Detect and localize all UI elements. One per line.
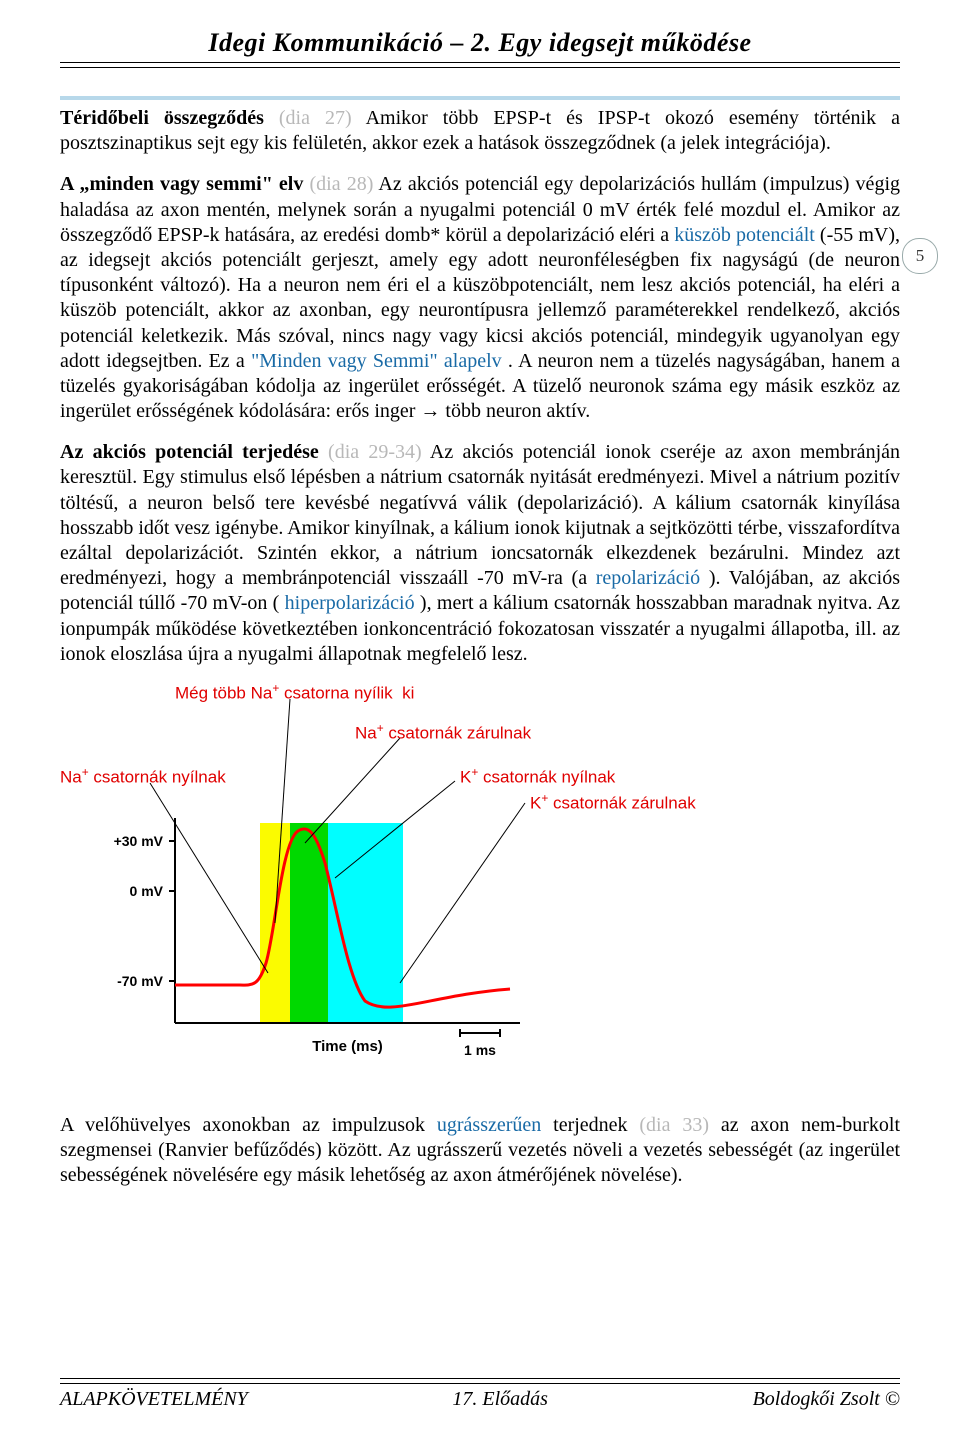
p2-link-allornone: "Minden vagy Semmi" alapelv	[251, 350, 502, 372]
p3-link-hyper: hiperpolarizáció	[285, 592, 415, 614]
p3-link-repol: repolarizáció	[596, 567, 700, 589]
p2-heading: A „minden vagy semmi" elv	[60, 173, 303, 195]
p3-heading: Az akciós potenciál terjedése	[60, 441, 319, 463]
action-potential-graph: Még több Na+ csatorna nyílik ki Na+ csat…	[90, 683, 730, 1083]
label-na-more: Még több Na+ csatorna nyílik ki	[175, 681, 414, 704]
paragraph-2: A „minden vagy semmi" elv (dia 28) Az ak…	[60, 172, 900, 424]
p2-link-threshold: küszöb potenciált	[674, 224, 815, 246]
paragraph-4: A velőhüvelyes axonokban az impulzusok u…	[60, 1113, 900, 1189]
footer-rule	[60, 1378, 900, 1384]
footer-center: 17. Előadás	[452, 1388, 548, 1411]
p1-dia-ref: (dia 27)	[279, 107, 352, 129]
p4-a: A velőhüvelyes axonokban az impulzusok	[60, 1114, 437, 1136]
paragraph-3: Az akciós potenciál terjedése (dia 29-34…	[60, 440, 900, 667]
p2-dia-ref: (dia 28)	[310, 173, 374, 195]
p4-dia-ref: (dia 33)	[639, 1114, 709, 1136]
label-k-open: K+ csatornák nyílnak	[460, 765, 615, 788]
p4-link-saltatory: ugrásszerűen	[437, 1114, 541, 1136]
page-title: Idegi Kommunikáció – 2. Egy idegsejt műk…	[60, 28, 900, 58]
p1-heading: Téridőbeli összegződés	[60, 107, 264, 129]
svg-text:Time (ms): Time (ms)	[312, 1038, 383, 1055]
svg-text:1 ms: 1 ms	[464, 1042, 496, 1058]
p4-b: terjednek	[553, 1114, 639, 1136]
header-rule	[60, 62, 900, 68]
svg-text:0 mV: 0 mV	[130, 883, 164, 899]
page-number-badge: 5	[902, 238, 938, 274]
footer-right: Boldogkői Zsolt ©	[753, 1388, 900, 1411]
label-na-open: Na+ csatornák nyílnak	[60, 765, 226, 788]
p3-dia-ref: (dia 29-34)	[328, 441, 422, 463]
footer-left: ALAPKÖVETELMÉNY	[60, 1388, 248, 1411]
svg-text:-70 mV: -70 mV	[117, 973, 164, 989]
accent-bar	[60, 96, 900, 100]
paragraph-1: Téridőbeli összegződés (dia 27) Amikor t…	[60, 106, 900, 156]
label-na-close: Na+ csatornák zárulnak	[355, 721, 531, 744]
svg-text:+30 mV: +30 mV	[114, 833, 164, 849]
label-k-close: K+ csatornák zárulnak	[530, 791, 696, 814]
page-footer: ALAPKÖVETELMÉNY 17. Előadás Boldogkői Zs…	[60, 1378, 900, 1411]
